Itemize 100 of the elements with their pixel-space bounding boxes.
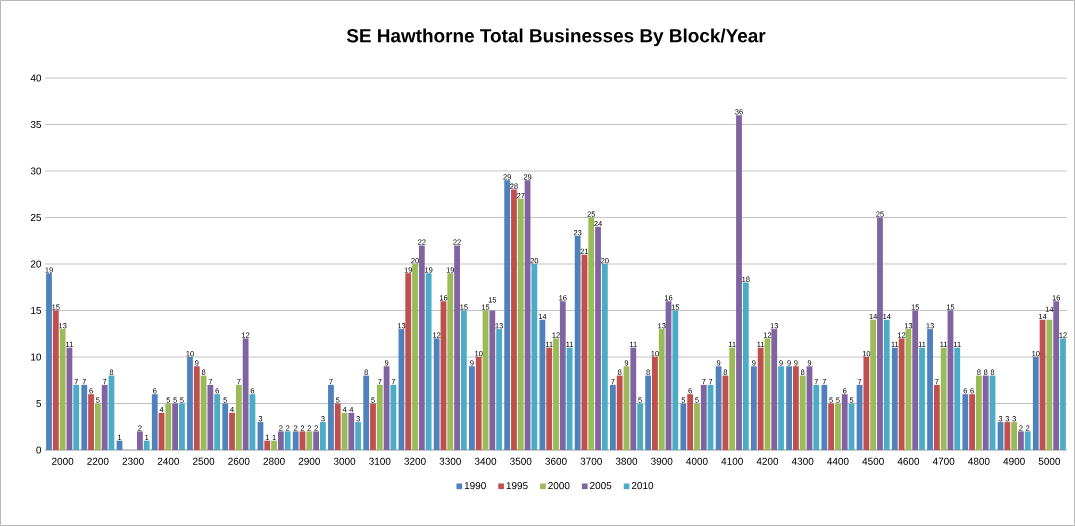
x-tick-label: 4100 <box>721 457 743 465</box>
bar <box>214 394 221 450</box>
bar <box>969 394 975 450</box>
bar <box>433 338 440 450</box>
bar <box>320 422 326 450</box>
bar <box>574 236 581 450</box>
bar <box>328 384 334 450</box>
bar <box>306 431 313 450</box>
x-tick-label: 4700 <box>932 457 955 465</box>
bar <box>88 394 94 450</box>
bar <box>52 310 59 450</box>
y-tick-label: 15 <box>31 307 42 314</box>
bar <box>81 384 88 450</box>
bar <box>172 403 179 450</box>
bar <box>355 422 362 450</box>
x-tick-label: 4600 <box>897 457 920 465</box>
bar <box>313 431 320 450</box>
x-tick-label: 4400 <box>827 457 849 465</box>
x-tick-label: 5000 <box>1038 457 1061 465</box>
bar <box>757 347 764 450</box>
bar <box>489 310 496 450</box>
x-tick-label: 2600 <box>228 457 250 465</box>
bar <box>898 338 905 450</box>
bar <box>143 440 150 450</box>
legend-label: 2010 <box>631 482 654 490</box>
bar <box>609 384 616 450</box>
bar <box>954 347 961 450</box>
x-tick-label: 3500 <box>510 457 532 465</box>
bar <box>475 357 482 450</box>
bar <box>729 347 736 450</box>
x-tick-label: 2000 <box>52 457 74 465</box>
y-tick-label: 10 <box>31 353 42 361</box>
x-tick-label: 4200 <box>756 457 779 465</box>
bar <box>235 384 242 450</box>
bar <box>460 310 467 450</box>
bar <box>601 264 608 450</box>
bar <box>821 384 828 450</box>
bar <box>828 403 835 450</box>
bar <box>1060 338 1066 450</box>
bar <box>546 347 553 450</box>
bar <box>962 394 969 450</box>
bar <box>778 366 784 450</box>
bar <box>652 357 658 450</box>
bar <box>883 319 890 450</box>
bar <box>511 189 517 450</box>
bar <box>933 384 940 450</box>
bar <box>405 273 412 450</box>
bar <box>630 347 637 450</box>
bar <box>1032 357 1039 450</box>
bar <box>390 384 397 450</box>
bar <box>101 384 108 450</box>
x-tick-label: 2900 <box>298 457 320 465</box>
y-tick-label: 35 <box>30 120 42 129</box>
bar <box>363 375 370 450</box>
bar <box>588 217 595 450</box>
bar <box>553 338 559 450</box>
bar <box>73 384 80 450</box>
bar <box>927 329 933 450</box>
bar <box>786 366 792 450</box>
y-tick-label: 5 <box>36 400 42 407</box>
bar <box>680 403 687 450</box>
bar <box>841 394 848 450</box>
bar <box>46 273 52 450</box>
x-tick-label: 3600 <box>545 457 567 465</box>
bar <box>919 347 925 450</box>
bar <box>496 329 503 450</box>
bar <box>447 273 454 450</box>
x-tick-label: 2200 <box>87 457 109 465</box>
bar <box>813 384 820 450</box>
bar <box>271 440 277 450</box>
bar <box>229 412 235 450</box>
bar <box>193 366 200 450</box>
bar <box>982 375 989 450</box>
x-tick-label: 3000 <box>333 457 356 465</box>
x-tick-label: 2300 <box>122 457 144 465</box>
bar <box>616 375 623 450</box>
bar <box>799 375 806 450</box>
bar <box>284 431 291 450</box>
x-tick-label: 4900 <box>1003 457 1025 465</box>
bar <box>370 403 376 450</box>
legend-label: 2000 <box>548 482 570 490</box>
x-tick-label: 2500 <box>193 457 215 465</box>
y-tick-label: 0 <box>36 446 42 454</box>
y-tick-label: 40 <box>30 74 42 82</box>
bar <box>975 375 982 450</box>
bar <box>792 366 799 450</box>
bar <box>425 273 432 450</box>
x-tick-label: 3400 <box>474 457 497 465</box>
bar <box>700 384 707 450</box>
y-tick-label: 20 <box>30 260 42 268</box>
bar <box>694 403 700 450</box>
bar <box>151 394 158 450</box>
bar <box>348 412 355 450</box>
bar <box>645 375 652 450</box>
bar <box>179 403 185 450</box>
bar <box>940 347 947 450</box>
bar <box>531 264 538 450</box>
bar <box>137 431 143 450</box>
bar <box>877 217 883 450</box>
bar <box>595 226 601 450</box>
